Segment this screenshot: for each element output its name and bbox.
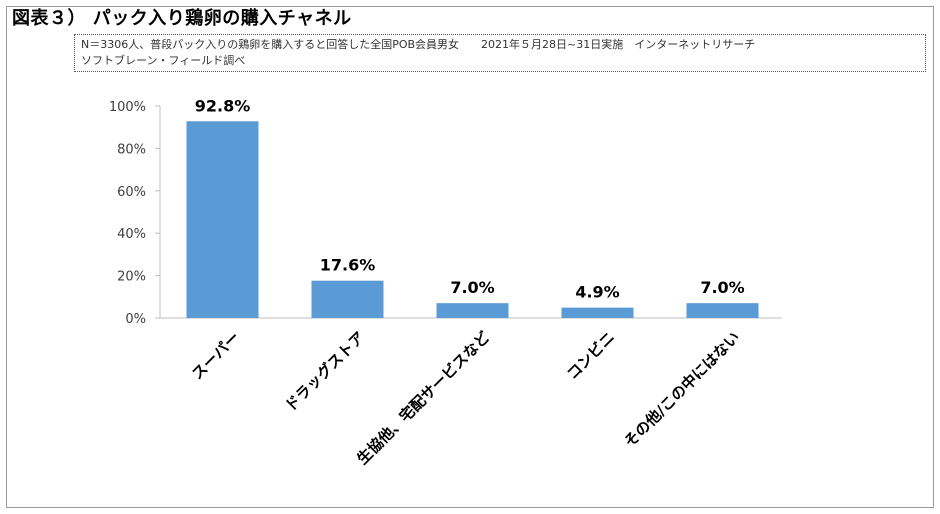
y-tick-label: 40% (117, 227, 146, 242)
data-label-2: 17.6% (320, 256, 376, 275)
survey-note-line-1: N＝3306人、普段パック入りの鶏卵を購入すると回答した全国POB会員男女 20… (81, 38, 756, 51)
figure-frame (6, 6, 934, 508)
bar-5 (686, 303, 759, 318)
category-label-2: ドラッグストア (281, 328, 368, 415)
bar-4 (561, 307, 634, 318)
y-tick-label: 0% (125, 312, 146, 327)
category-label-5: その他/この中にはない (621, 328, 744, 451)
survey-note: N＝3306人、普段パック入りの鶏卵を購入すると回答した全国POB会員男女 20… (74, 34, 926, 72)
bar-1 (186, 121, 259, 318)
data-label-1: 92.8% (195, 96, 251, 115)
y-tick-label: 100% (109, 100, 146, 115)
data-label-3: 7.0% (450, 278, 494, 297)
bar-2 (311, 280, 384, 318)
category-label-1: スーパー (188, 328, 243, 383)
category-label-3: 生協他、宅配サービスなど (353, 328, 493, 468)
figure-title: 図表３） パック入り鶏卵の購入チャネル (12, 8, 352, 29)
survey-note-line-2: ソフトブレーン・フィールド調べ (81, 54, 246, 67)
bar-3 (436, 303, 509, 318)
y-tick-label: 80% (117, 142, 146, 157)
data-label-5: 7.0% (700, 278, 744, 297)
y-tick-label: 20% (117, 270, 146, 285)
data-label-4: 4.9% (575, 283, 619, 302)
y-tick-label: 60% (117, 185, 146, 200)
category-label-4: コンビニ (563, 328, 618, 383)
